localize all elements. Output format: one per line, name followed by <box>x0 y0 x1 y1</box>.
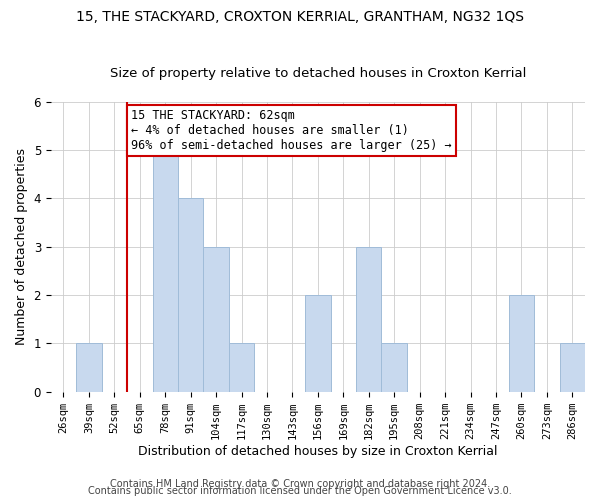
Bar <box>356 246 382 392</box>
Bar <box>152 150 178 392</box>
Bar <box>178 198 203 392</box>
Y-axis label: Number of detached properties: Number of detached properties <box>15 148 28 345</box>
Bar <box>382 344 407 392</box>
Text: Contains public sector information licensed under the Open Government Licence v3: Contains public sector information licen… <box>88 486 512 496</box>
Text: 15 THE STACKYARD: 62sqm
← 4% of detached houses are smaller (1)
96% of semi-deta: 15 THE STACKYARD: 62sqm ← 4% of detached… <box>131 109 452 152</box>
Text: 15, THE STACKYARD, CROXTON KERRIAL, GRANTHAM, NG32 1QS: 15, THE STACKYARD, CROXTON KERRIAL, GRAN… <box>76 10 524 24</box>
Bar <box>305 295 331 392</box>
Bar <box>76 344 101 392</box>
Bar <box>560 344 585 392</box>
X-axis label: Distribution of detached houses by size in Croxton Kerrial: Distribution of detached houses by size … <box>138 444 497 458</box>
Bar <box>229 344 254 392</box>
Text: Contains HM Land Registry data © Crown copyright and database right 2024.: Contains HM Land Registry data © Crown c… <box>110 479 490 489</box>
Title: Size of property relative to detached houses in Croxton Kerrial: Size of property relative to detached ho… <box>110 66 526 80</box>
Bar <box>203 246 229 392</box>
Bar <box>509 295 534 392</box>
